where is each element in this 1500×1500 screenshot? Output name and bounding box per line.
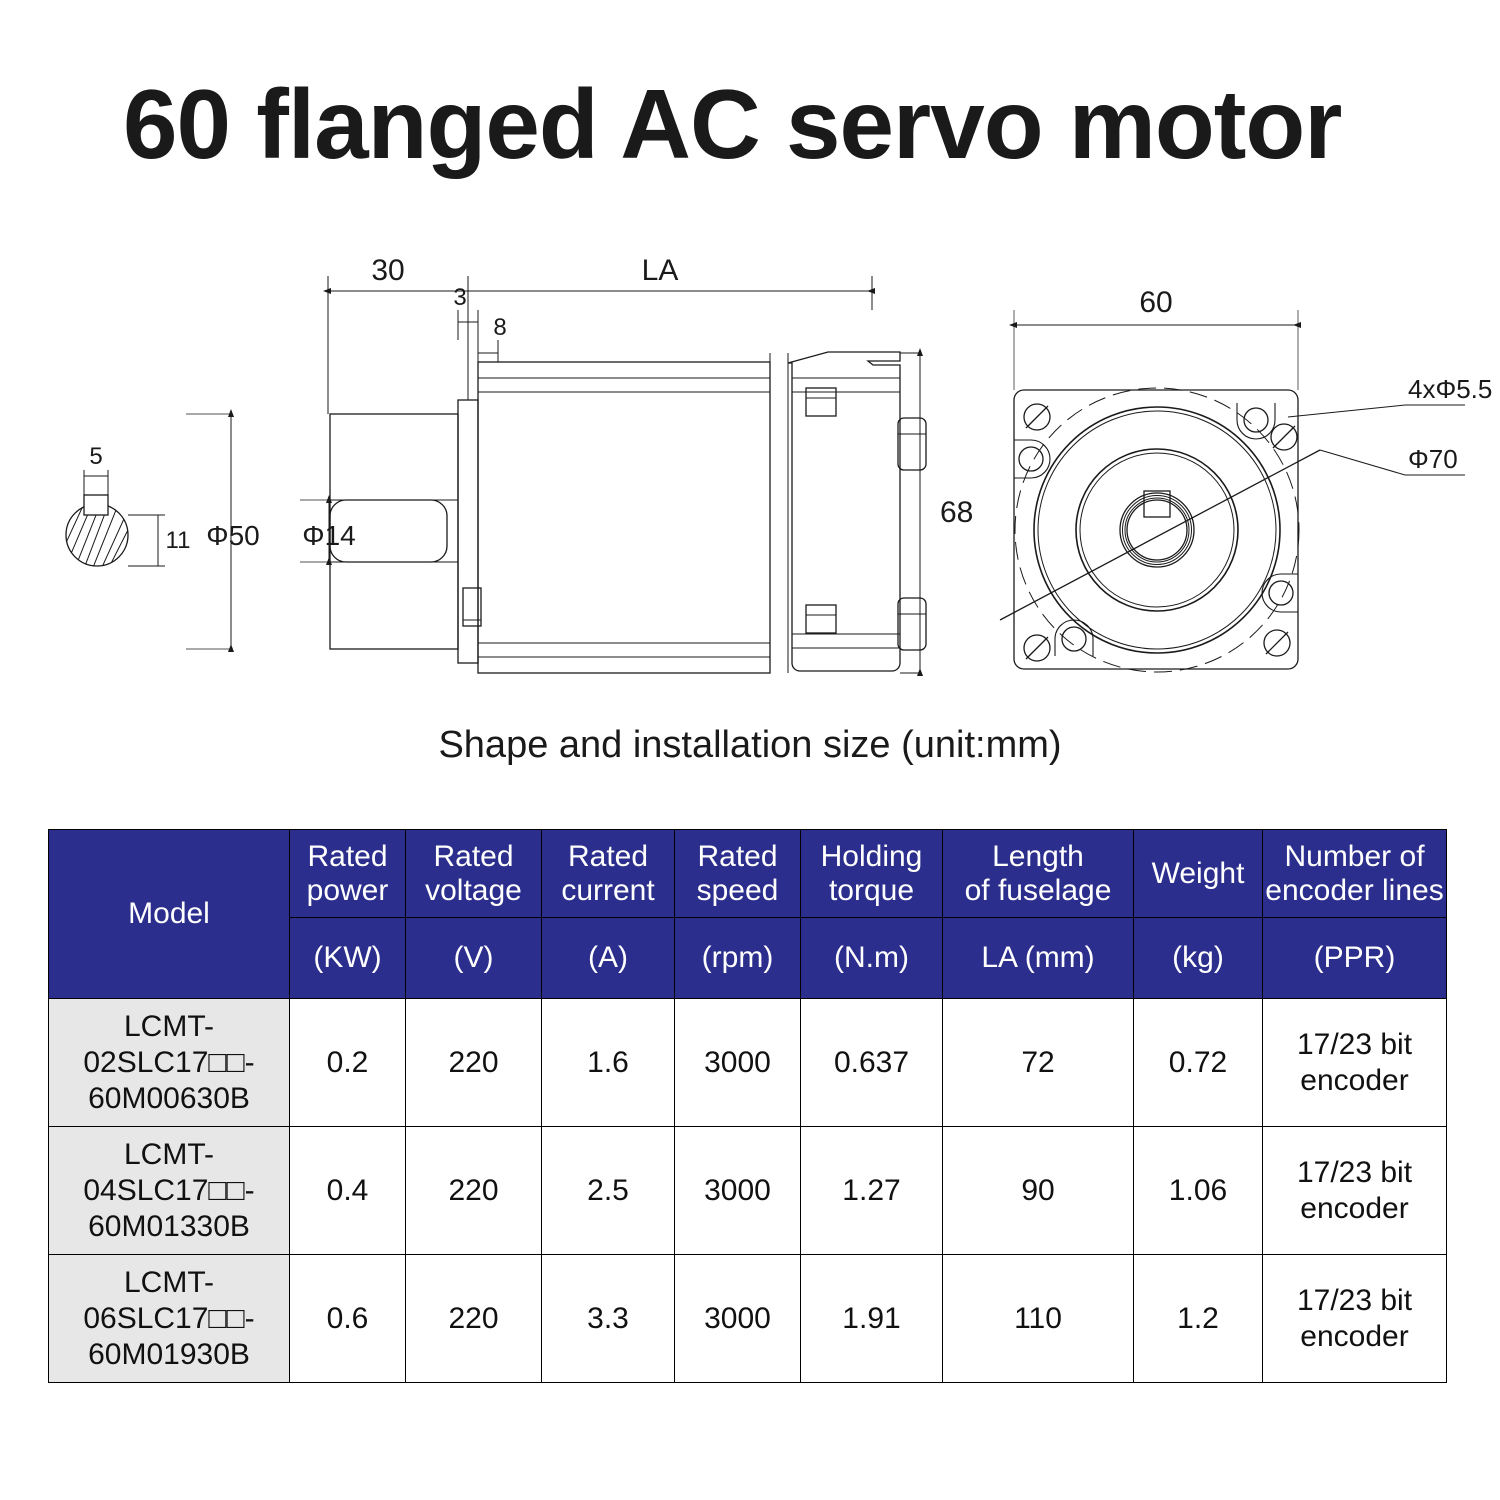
svg-text:Φ70: Φ70 <box>1408 444 1458 474</box>
svg-text:30: 30 <box>371 254 404 287</box>
svg-text:LA: LA <box>642 254 679 287</box>
svg-text:Φ14: Φ14 <box>302 520 355 551</box>
svg-text:Φ50: Φ50 <box>206 520 259 551</box>
svg-text:60: 60 <box>1139 286 1172 319</box>
svg-text:68: 68 <box>940 496 973 529</box>
svg-text:4xΦ5.5: 4xΦ5.5 <box>1408 374 1492 404</box>
svg-text:8: 8 <box>493 314 506 341</box>
svg-text:5: 5 <box>89 443 102 470</box>
svg-text:11: 11 <box>166 527 191 554</box>
svg-text:3: 3 <box>453 284 466 311</box>
